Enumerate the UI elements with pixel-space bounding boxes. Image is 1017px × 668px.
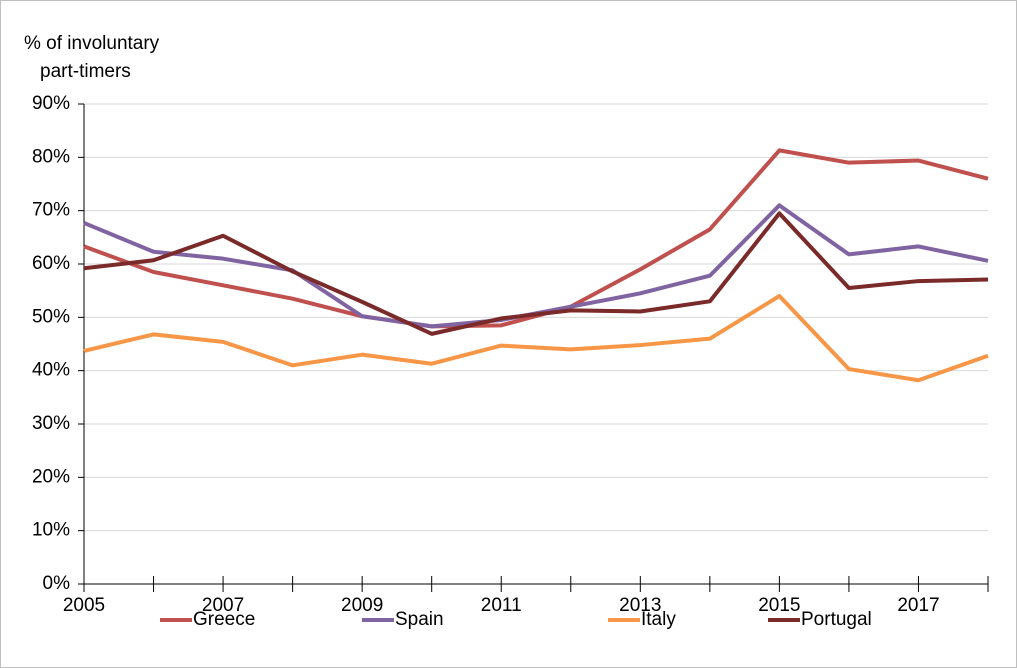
- series-line: [83, 294, 989, 383]
- y-tick-label: 90%: [32, 93, 70, 114]
- x-tick-label: 2015: [758, 595, 800, 616]
- x-tick-label: 2011: [481, 595, 522, 616]
- series-line: [83, 203, 989, 329]
- y-tick-label: 0%: [43, 573, 71, 594]
- x-tick-label: 2017: [897, 595, 939, 616]
- y-axis-label: % of involuntary: [24, 33, 160, 54]
- x-tick-label: 2007: [202, 595, 244, 616]
- y-tick-label: 60%: [32, 253, 70, 274]
- y-tick-label: 40%: [32, 360, 70, 381]
- legend-label: Spain: [395, 609, 444, 630]
- x-tick-label: 2013: [619, 595, 661, 616]
- x-tick-label: 2005: [63, 595, 105, 616]
- y-axis-label: part-timers: [40, 61, 131, 82]
- y-tick-label: 70%: [32, 200, 70, 221]
- legend-label: Italy: [641, 609, 676, 630]
- series-line: [83, 211, 989, 336]
- y-tick-label: 80%: [32, 146, 70, 167]
- y-tick-label: 10%: [32, 520, 70, 541]
- y-tick-label: 20%: [32, 466, 70, 487]
- legend-label: Greece: [193, 609, 255, 630]
- legend-label: Portugal: [801, 609, 872, 630]
- y-tick-label: 50%: [32, 306, 70, 327]
- x-tick-label: 2009: [341, 595, 383, 616]
- y-tick-label: 30%: [32, 413, 70, 434]
